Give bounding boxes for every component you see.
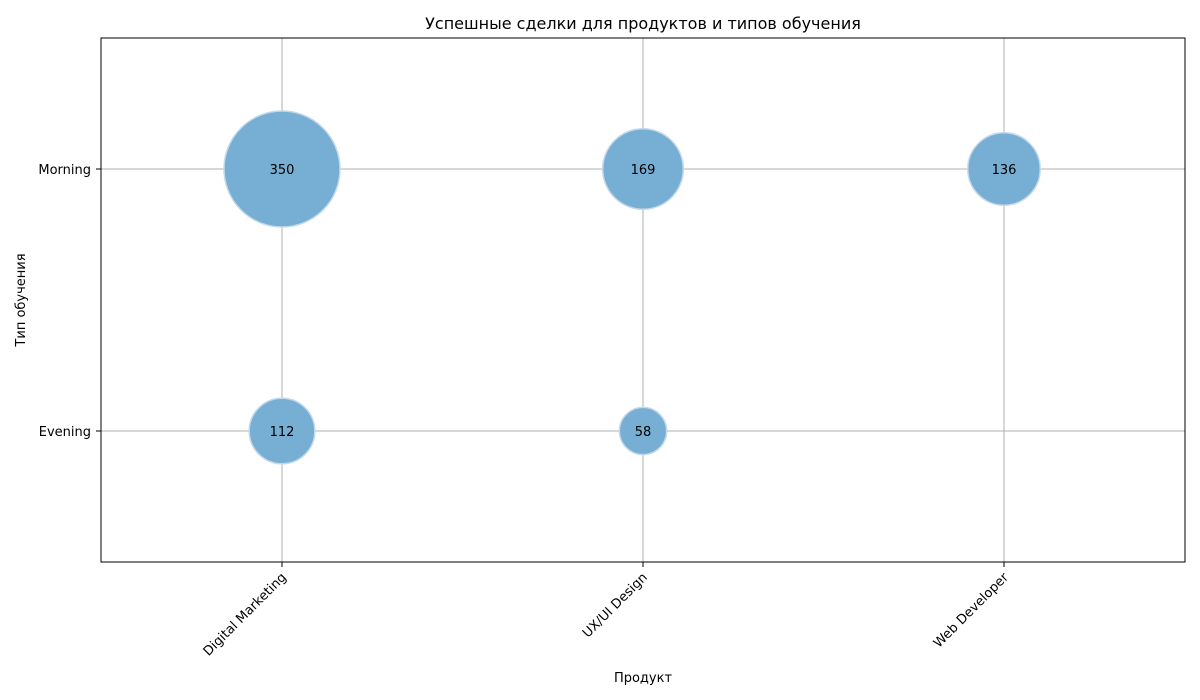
data-labels: 350 169 136 112 58 bbox=[270, 163, 1017, 440]
bubble-digital-marketing-morning bbox=[223, 110, 341, 228]
bubbles bbox=[223, 110, 1041, 465]
chart-title: Успешные сделки для продуктов и типов об… bbox=[425, 14, 861, 33]
bubble-ux-ui-design-morning bbox=[601, 127, 685, 211]
x-tick-label-ux-ui-design: UX/UI Design bbox=[580, 570, 651, 641]
bubble-web-developer-morning bbox=[967, 132, 1041, 206]
data-label-ux-ui-design-morning: 169 bbox=[631, 163, 656, 178]
y-axis-label: Тип обучения bbox=[14, 253, 29, 347]
axis-ticks bbox=[96, 168, 1005, 567]
x-tick-label-web-developer: Web Developer bbox=[931, 570, 1012, 651]
x-tick-label-digital-marketing: Digital Marketing bbox=[201, 570, 290, 659]
data-label-ux-ui-design-evening: 58 bbox=[635, 425, 652, 440]
data-label-web-developer-morning: 136 bbox=[992, 163, 1017, 178]
x-axis-label: Продукт bbox=[614, 671, 673, 686]
data-label-digital-marketing-morning: 350 bbox=[270, 163, 295, 178]
y-tick-labels: Evening Morning bbox=[38, 163, 91, 440]
bubble-ux-ui-design-evening bbox=[618, 406, 668, 456]
data-label-digital-marketing-evening: 112 bbox=[270, 425, 295, 440]
bubble-digital-marketing-evening bbox=[248, 397, 316, 465]
y-tick-label-evening: Evening bbox=[39, 425, 91, 440]
x-tick-labels: Digital Marketing UX/UI Design Web Develop… bbox=[201, 570, 1013, 660]
y-tick-label-morning: Morning bbox=[38, 163, 91, 178]
